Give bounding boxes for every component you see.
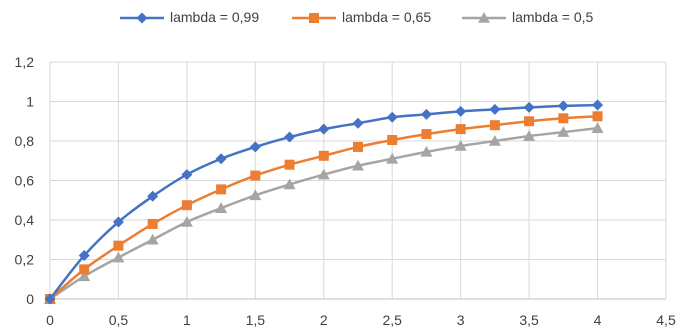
x-tick-label: 2,5 [382, 312, 402, 328]
data-point [421, 129, 432, 140]
data-point [318, 150, 329, 161]
data-point [180, 215, 193, 227]
data-point [78, 250, 90, 262]
legend-label: lambda = 0,65 [342, 9, 432, 25]
legend-item: lambda = 0,99 [118, 6, 288, 30]
data-point [147, 190, 159, 202]
data-point [181, 200, 192, 211]
data-point [113, 240, 124, 251]
data-point [386, 152, 399, 164]
legend-swatch [120, 12, 164, 24]
x-tick-label: 4,5 [656, 312, 676, 328]
data-point [147, 218, 158, 229]
data-point [215, 153, 227, 165]
data-point [181, 169, 193, 181]
gridlines [50, 61, 667, 299]
x-tick-label: 1 [183, 312, 191, 328]
data-point [146, 233, 159, 245]
data-point [420, 108, 432, 120]
data-point [249, 189, 262, 201]
y-tick-label: 0 [26, 291, 34, 307]
data-point [524, 116, 535, 127]
data-point [454, 139, 467, 151]
data-point [112, 251, 125, 263]
data-point [455, 105, 467, 117]
series-1 [44, 99, 604, 305]
data-point [387, 135, 398, 146]
data-point [283, 178, 296, 190]
x-tick-label: 2 [320, 312, 328, 328]
data-point [592, 99, 604, 111]
data-point [352, 117, 364, 129]
data-point [317, 168, 330, 180]
x-tick-label: 1,5 [246, 312, 266, 328]
y-tick-label: 1,2 [15, 54, 35, 70]
data-point [420, 145, 433, 157]
data-point [592, 111, 603, 122]
legend-marker [478, 12, 490, 23]
data-point [488, 135, 501, 146]
legend-label: lambda = 0,99 [170, 9, 260, 25]
chart-legend: lambda = 0,99 lambda = 0,65 lambda = 0,5 [0, 6, 684, 30]
data-point [284, 159, 295, 170]
series-3 [44, 122, 604, 304]
data-point [284, 131, 296, 143]
data-point [455, 124, 466, 135]
data-point [489, 120, 500, 131]
data-point [215, 202, 228, 213]
data-point [78, 270, 91, 282]
legend-marker [136, 12, 148, 24]
data-point [216, 184, 227, 195]
data-point [557, 126, 570, 137]
data-point [386, 111, 398, 123]
y-tick-label: 0,6 [15, 173, 35, 189]
series-2 [45, 111, 603, 304]
data-point [557, 100, 569, 112]
data-point [591, 122, 604, 133]
x-tick-label: 0,5 [109, 312, 129, 328]
x-tick-label: 3,5 [519, 312, 539, 328]
y-tick-label: 0,2 [15, 252, 35, 268]
legend-item: lambda = 0,65 [290, 6, 460, 30]
x-tick-label: 0 [46, 312, 54, 328]
data-point [79, 264, 90, 275]
legend-swatch [462, 12, 506, 23]
y-tick-label: 0,4 [15, 212, 35, 228]
data-point [353, 141, 363, 152]
data-point [352, 159, 364, 171]
data-point [558, 113, 569, 124]
y-tick-label: 0,8 [15, 133, 35, 149]
data-point [249, 141, 261, 153]
x-tick-label: 4 [594, 312, 602, 328]
data-point [489, 103, 501, 115]
legend-marker [309, 13, 319, 23]
data-point [318, 123, 330, 135]
data-point [112, 216, 124, 228]
x-tick-label: 3 [457, 312, 465, 328]
legend-item: lambda = 0,5 [460, 6, 630, 30]
legend-label: lambda = 0,5 [512, 9, 594, 25]
data-point [523, 101, 535, 113]
data-point [44, 293, 56, 305]
data-point [523, 130, 536, 141]
legend-swatch [292, 13, 336, 23]
data-point [250, 170, 261, 181]
y-tick-label: 1 [26, 94, 34, 110]
